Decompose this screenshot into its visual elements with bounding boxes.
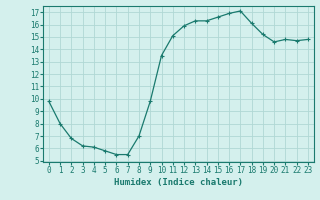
X-axis label: Humidex (Indice chaleur): Humidex (Indice chaleur) [114, 178, 243, 187]
